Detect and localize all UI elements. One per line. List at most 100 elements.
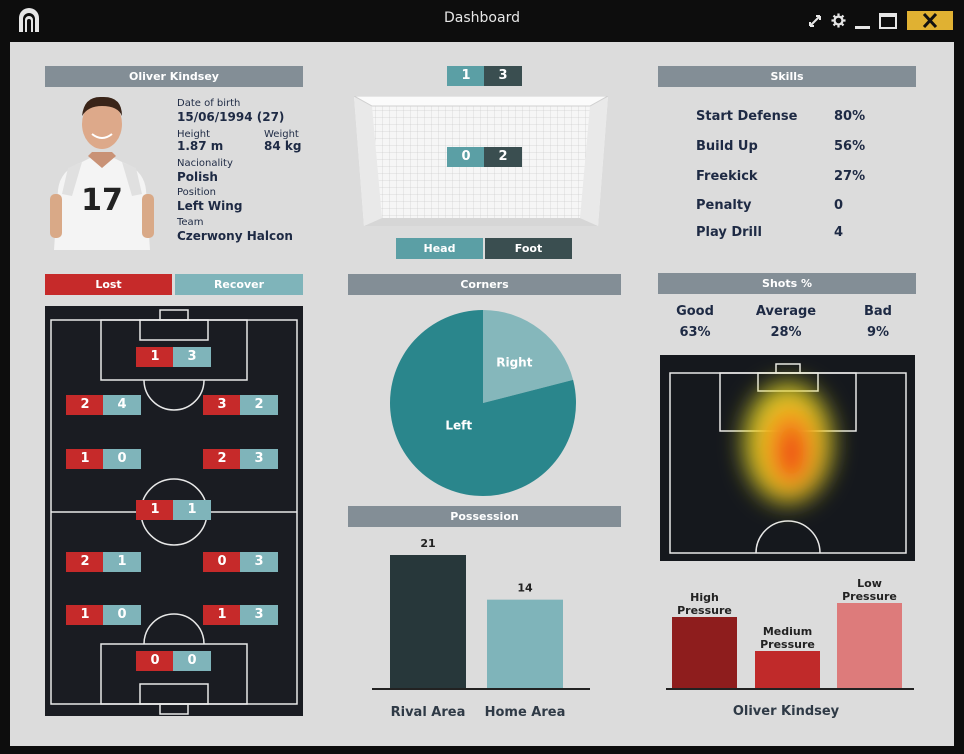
pressure-bar <box>837 603 902 689</box>
head-tab[interactable]: Head <box>396 238 483 259</box>
zone-lost: 1 <box>66 449 104 469</box>
pressure-bar-label: High <box>690 591 719 604</box>
zone-lost: 1 <box>136 500 174 520</box>
skill-value: 0 <box>834 198 844 213</box>
skills-header: Skills <box>658 66 916 87</box>
title-bar: Dashboard <box>0 0 964 40</box>
pressure-bar-label: Pressure <box>677 604 732 617</box>
goal-mid-score-left: 0 <box>447 147 485 167</box>
lost-tab[interactable]: Lost <box>45 274 172 295</box>
zone-recover: 0 <box>103 449 141 469</box>
zone-recover: 1 <box>173 500 211 520</box>
gear-icon[interactable] <box>831 13 846 28</box>
position-value: Left Wing <box>177 199 243 213</box>
skill-value: 4 <box>834 225 844 240</box>
zone-lost: 0 <box>136 651 174 671</box>
zone-lost: 3 <box>203 395 241 415</box>
possession-bar-value: 14 <box>517 582 533 595</box>
zone-lost: 1 <box>203 605 241 625</box>
close-icon <box>922 12 938 29</box>
recover-tab[interactable]: Recover <box>175 274 303 295</box>
skill-value: 27% <box>834 169 866 184</box>
zone-recover: 3 <box>173 347 211 367</box>
player-photo: 17 <box>50 96 154 250</box>
dashboard-content: Oliver Kindsey 17 Date of birth 15/06/19… <box>10 42 954 746</box>
shots-value: 9% <box>866 325 890 340</box>
zone-lost: 0 <box>203 552 241 572</box>
skill-name: Build Up <box>696 139 758 154</box>
skill-name: Start Defense <box>696 109 798 124</box>
zone-lost: 2 <box>66 395 104 415</box>
window-title: Dashboard <box>444 10 520 26</box>
possession-bar <box>487 599 563 689</box>
nationality-label: Nacionality <box>177 158 233 169</box>
zone-recover: 1 <box>103 552 141 572</box>
shots-heatmap <box>660 355 915 561</box>
possession-bar-chart: 21 Rival Area 14 Home Area <box>372 537 590 720</box>
shots-value: 63% <box>679 325 711 340</box>
maximize-button[interactable] <box>879 13 897 29</box>
pressure-caption: Oliver Kindsey <box>732 704 840 719</box>
shots-label: Good <box>676 304 714 319</box>
app-logo-icon <box>19 8 39 32</box>
skill-value: 80% <box>834 109 866 124</box>
weight-value: 84 kg <box>264 139 302 153</box>
pressure-bar <box>755 651 820 689</box>
pressure-bar-label: Medium <box>763 625 812 638</box>
possession-bar <box>390 555 466 689</box>
pressure-bar-label: Pressure <box>760 638 815 651</box>
team-label: Team <box>177 217 204 228</box>
pressure-bar-label: Low <box>857 577 882 590</box>
skill-name: Play Drill <box>696 225 762 240</box>
possession-bar-value: 21 <box>420 537 435 550</box>
pressure-bar <box>672 617 737 689</box>
pie-label-left: Left <box>445 418 472 432</box>
zone-recover: 3 <box>240 449 278 469</box>
skill-value: 56% <box>834 139 866 154</box>
minimize-button[interactable] <box>855 26 870 29</box>
nationality-value: Polish <box>177 170 218 184</box>
player-name-header: Oliver Kindsey <box>45 66 303 87</box>
zone-recover: 3 <box>240 552 278 572</box>
dob-value: 15/06/1994 (27) <box>177 110 285 124</box>
zone-recover: 3 <box>240 605 278 625</box>
close-button[interactable] <box>907 11 953 30</box>
pressure-bar-label: Pressure <box>842 590 897 603</box>
pie-slice-right <box>483 310 574 403</box>
team-value: Czerwony Halcon <box>177 229 293 243</box>
possession-category-label: Home Area <box>485 705 566 720</box>
zone-recover: 0 <box>173 651 211 671</box>
foot-tab[interactable]: Foot <box>485 238 572 259</box>
shots-label: Average <box>755 304 817 319</box>
zone-lost: 2 <box>203 449 241 469</box>
position-label: Position <box>177 187 216 198</box>
corners-pie-chart: Right Left <box>390 310 576 496</box>
shots-label: Bad <box>864 304 892 319</box>
jersey-number: 17 <box>81 183 123 218</box>
weight-label: Weight <box>264 129 299 140</box>
shots-value: 28% <box>770 325 802 340</box>
skill-name: Freekick <box>696 169 758 184</box>
zone-recover: 2 <box>240 395 278 415</box>
zone-lost: 1 <box>66 605 104 625</box>
goal-score-left: 1 <box>447 66 485 86</box>
zone-lost: 1 <box>136 347 174 367</box>
goal-mid-score-right: 2 <box>484 147 522 167</box>
height-value: 1.87 m <box>177 139 224 153</box>
possession-category-label: Rival Area <box>391 705 466 720</box>
expand-icon[interactable] <box>808 14 822 28</box>
dob-label: Date of birth <box>177 98 241 109</box>
goal-score-right: 3 <box>484 66 522 86</box>
height-label: Height <box>177 129 211 140</box>
pie-label-right: Right <box>496 356 532 370</box>
skill-name: Penalty <box>696 198 752 213</box>
possession-header: Possession <box>348 506 621 527</box>
corners-header: Corners <box>348 274 621 295</box>
shots-header: Shots % <box>658 273 916 294</box>
zone-lost: 2 <box>66 552 104 572</box>
zone-recover: 0 <box>103 605 141 625</box>
pie-slice-left <box>390 310 576 496</box>
zone-recover: 4 <box>103 395 141 415</box>
